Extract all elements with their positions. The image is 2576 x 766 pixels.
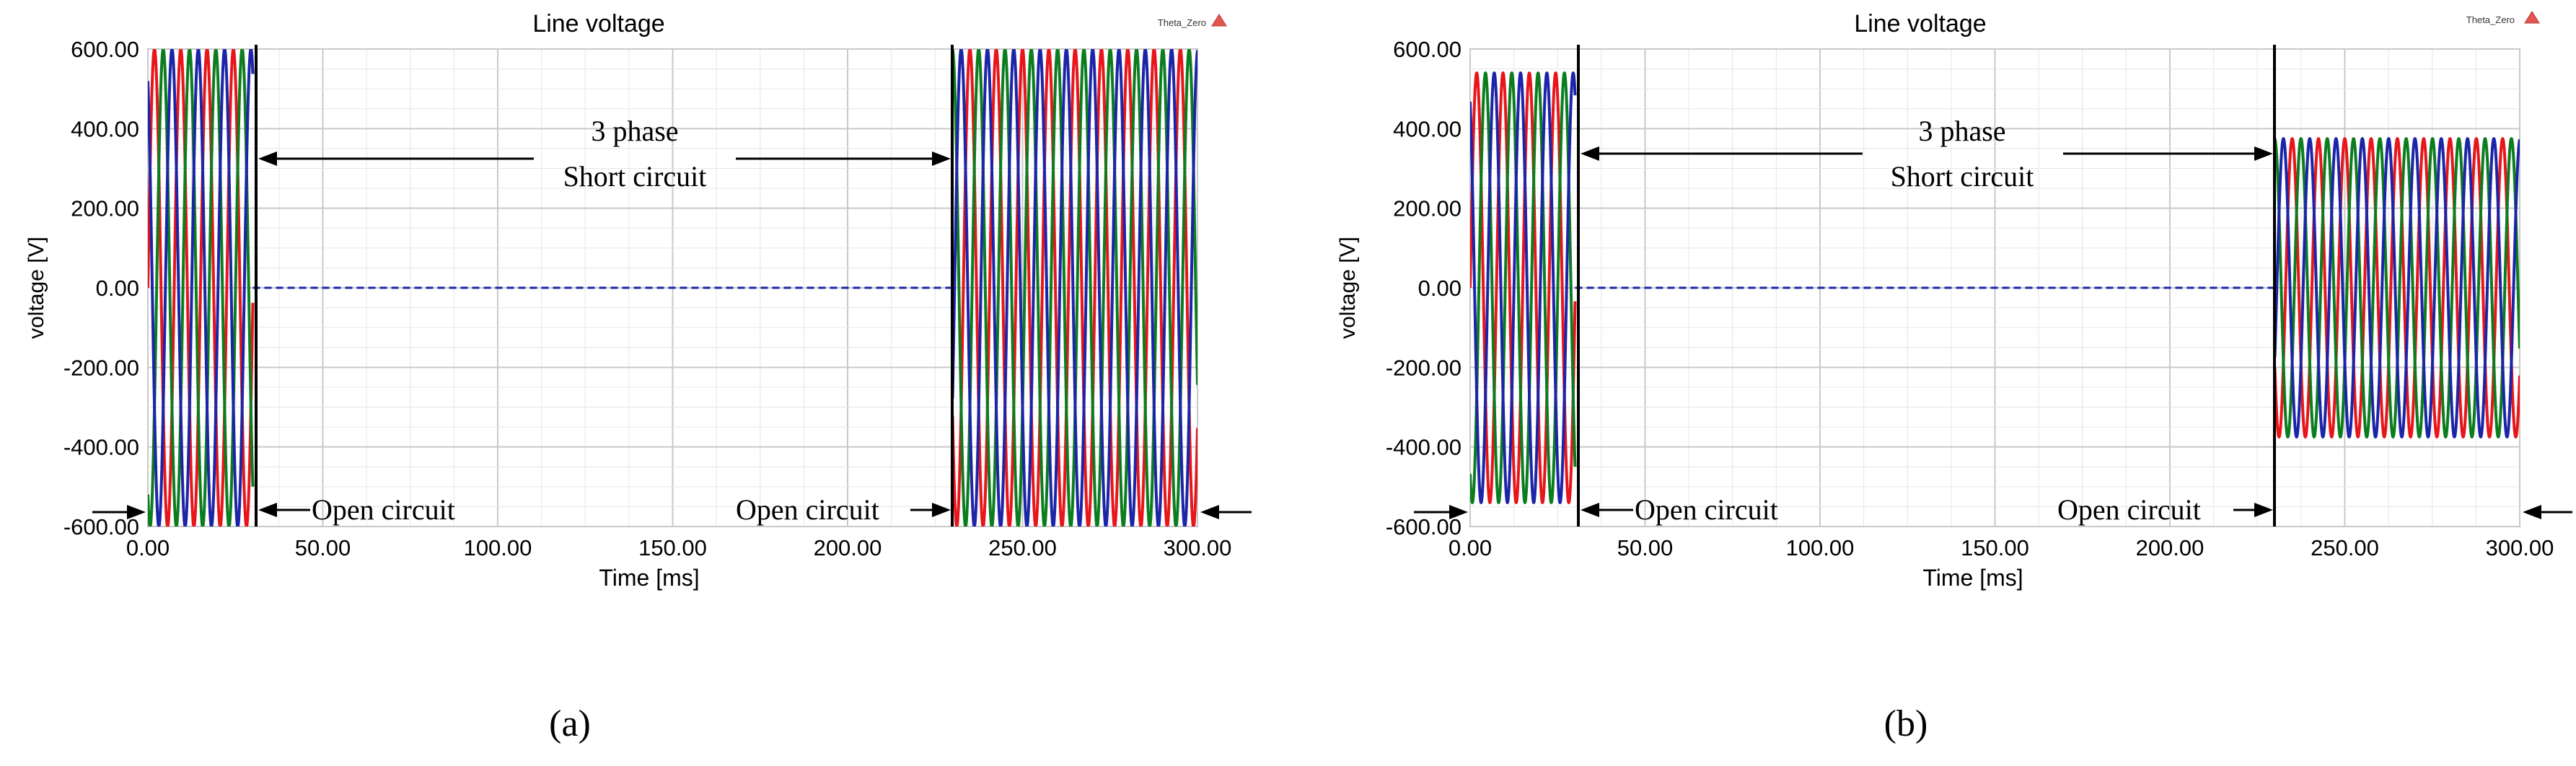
- chart-title: Line voltage: [1854, 10, 1986, 38]
- y-tick-label: 400.00: [71, 116, 139, 141]
- chart-panel-b: 600.00 400.00 200.00 0.00 -200.00 -400.00 -600…: [1336, 10, 2572, 744]
- edge-arrow-right: [2523, 505, 2572, 519]
- legend-marker-icon: [1211, 14, 1227, 27]
- voltage-trace: [148, 49, 255, 527]
- short-circuit-arrow-right: [736, 151, 951, 166]
- x-tick-label: 200.00: [814, 535, 882, 560]
- y-tick-label: 600.00: [1393, 37, 1461, 62]
- y-tick-label: -600.00: [1386, 514, 1461, 540]
- short-circuit-annotation-line2: Short circuit: [1891, 160, 2034, 193]
- voltage-trace: [2273, 137, 2520, 439]
- x-tick-label: 0.00: [126, 535, 170, 560]
- x-axis-label: Time [ms]: [599, 565, 699, 591]
- chart-panel-a: 600.00 400.00 200.00 0.00 -200.00 -400.00 -600…: [25, 10, 1252, 744]
- y-tick-label: 0.00: [96, 276, 139, 301]
- y-tick-label: 0.00: [1418, 276, 1461, 301]
- short-circuit-arrow-left: [1581, 146, 1863, 161]
- open-circuit-arrow-right: [2233, 503, 2273, 517]
- edge-arrow-left: [1414, 505, 1468, 519]
- legend-marker-icon: [2524, 11, 2540, 24]
- legend-label: Theta_Zero: [2466, 14, 2515, 25]
- open-circuit-arrow-right: [910, 503, 951, 517]
- edge-arrow-left: [92, 505, 146, 519]
- y-tick-label: 400.00: [1393, 116, 1461, 141]
- voltage-trace: [1470, 71, 1577, 504]
- open-circuit-arrow-left: [1581, 503, 1633, 517]
- y-tick-labels: 600.00 400.00 200.00 0.00 -200.00 -400.00 -600…: [1386, 37, 1461, 540]
- open-circuit-label-right: Open circuit: [736, 493, 879, 526]
- x-tick-label: 200.00: [2136, 535, 2204, 560]
- y-axis-label: voltage [V]: [1336, 237, 1360, 339]
- y-tick-label: 600.00: [71, 37, 139, 62]
- x-tick-label: 50.00: [1617, 535, 1674, 560]
- voltage-trace: [2273, 137, 2520, 439]
- short-circuit-arrow-right: [2063, 146, 2273, 161]
- voltage-traces: [1470, 71, 2520, 504]
- voltage-trace: [148, 49, 255, 527]
- x-tick-label: 0.00: [1449, 535, 1492, 560]
- y-tick-label: -400.00: [63, 435, 139, 460]
- x-tick-label: 50.00: [295, 535, 351, 560]
- x-tick-label: 300.00: [1164, 535, 1232, 560]
- y-tick-label: -200.00: [1386, 355, 1461, 380]
- legend-label: Theta_Zero: [1158, 17, 1206, 28]
- y-tick-label: -200.00: [63, 355, 139, 380]
- open-circuit-arrow-left: [258, 503, 310, 517]
- x-tick-label: 150.00: [638, 535, 707, 560]
- open-circuit-label-left: Open circuit: [1635, 493, 1778, 526]
- x-tick-label: 250.00: [2311, 535, 2379, 560]
- short-circuit-annotation-line1: 3 phase: [591, 115, 678, 147]
- y-axis-label: voltage [V]: [25, 237, 48, 339]
- y-tick-label: -600.00: [63, 514, 139, 540]
- x-tick-labels: 0.00 50.00 100.00 150.00 200.00 250.00 300.00: [126, 535, 1232, 560]
- voltage-trace: [951, 49, 1197, 527]
- x-tick-label: 100.00: [464, 535, 532, 560]
- voltage-trace: [951, 49, 1197, 527]
- voltage-trace: [1470, 71, 1577, 504]
- voltage-traces: [148, 49, 1197, 527]
- y-tick-label: 200.00: [1393, 196, 1461, 221]
- edge-arrow-right: [1200, 505, 1252, 519]
- open-circuit-label-right: Open circuit: [2057, 493, 2201, 526]
- y-tick-labels: 600.00 400.00 200.00 0.00 -200.00 -400.00 -600…: [63, 37, 139, 540]
- open-circuit-label-left: Open circuit: [312, 493, 455, 526]
- voltage-trace: [1470, 71, 1577, 504]
- x-tick-labels: 0.00 50.00 100.00 150.00 200.00 250.00 300.00: [1449, 535, 2554, 560]
- y-tick-label: -400.00: [1386, 435, 1461, 460]
- short-circuit-arrow-left: [258, 151, 534, 166]
- y-tick-label: 200.00: [71, 196, 139, 221]
- x-tick-label: 150.00: [1961, 535, 2029, 560]
- chart-title: Line voltage: [532, 10, 664, 38]
- voltage-trace: [148, 49, 255, 527]
- x-tick-label: 250.00: [988, 535, 1057, 560]
- short-circuit-annotation-line1: 3 phase: [1918, 115, 2005, 147]
- x-axis-label: Time [ms]: [1922, 565, 2023, 591]
- panel-label: (a): [549, 703, 591, 744]
- panel-label: (b): [1884, 703, 1928, 744]
- short-circuit-annotation-line2: Short circuit: [563, 160, 707, 193]
- x-tick-label: 300.00: [2486, 535, 2554, 560]
- x-tick-label: 100.00: [1786, 535, 1855, 560]
